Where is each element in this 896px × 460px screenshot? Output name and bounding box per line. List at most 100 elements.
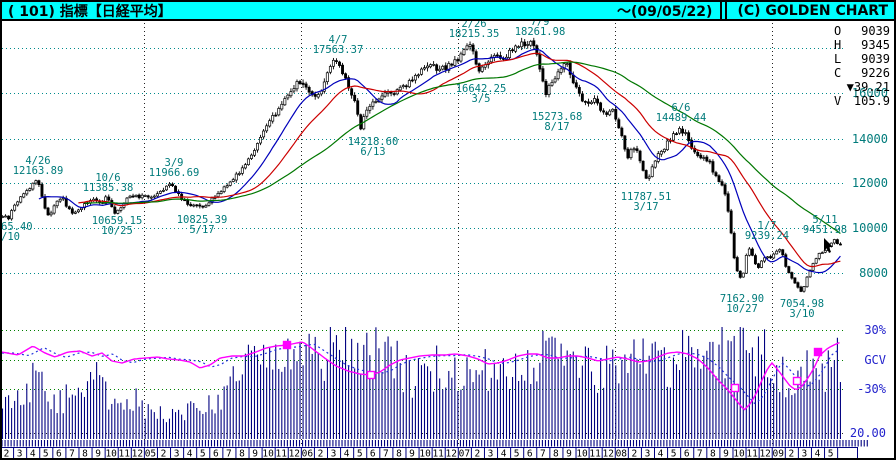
svg-text:8: 8 [396,449,402,460]
legend-low-value: 9039 [861,52,890,66]
ma-26w-red-line [78,52,841,268]
svg-text:12: 12 [759,449,770,460]
svg-text:4/26: 4/26 [25,155,50,167]
legend-change-row: ▼39.21 [834,80,890,94]
svg-text:3/17: 3/17 [633,201,658,213]
svg-text:6/13: 6/13 [360,146,385,158]
svg-text:15273.68: 15273.68 [532,111,583,123]
week-ticks [1,440,868,447]
legend-low-key: L [834,52,842,66]
svg-text:12: 12 [602,449,613,460]
svg-text:10: 10 [105,449,117,460]
volume-bars [1,327,841,439]
legend-low-row: L 9039 [834,52,890,66]
svg-text:/10: /10 [1,231,20,243]
candlestick-series [1,37,842,293]
svg-text:8000: 8000 [859,266,888,280]
svg-text:8: 8 [553,449,559,460]
svg-text:6: 6 [370,449,376,460]
ohlc-legend: O 9039 H 9345 L 9039 C 9226 ▼39.21 V 105.9 [834,24,890,108]
svg-text:9239.24: 9239.24 [745,230,789,242]
gcv-signal-markers [282,340,823,393]
svg-text:30%: 30% [864,323,886,337]
svg-text:8: 8 [82,449,88,460]
svg-text:12: 12 [289,449,300,460]
svg-text:7: 7 [226,449,232,460]
svg-text:09: 09 [773,449,785,460]
svg-text:65.40: 65.40 [1,221,33,233]
svg-text:5: 5 [357,449,363,460]
svg-text:08: 08 [616,449,628,460]
svg-text:5: 5 [514,449,520,460]
svg-text:8: 8 [710,449,716,460]
svg-text:11: 11 [746,449,758,460]
legend-high-row: H 9345 [834,38,890,52]
svg-text:4: 4 [30,449,36,460]
svg-text:4: 4 [501,449,507,460]
svg-text:3: 3 [174,449,180,460]
month-axis: 2 3 4 5 6 7 8 9 10 11 12 05 2 3 4 5 6 7 8 9 10 11 12 06 2 3 4 5 6 7 8 9… [0,447,858,460]
svg-text:7: 7 [540,449,546,460]
svg-text:9: 9 [252,449,258,460]
svg-text:11: 11 [432,449,444,460]
legend-high-value: 9345 [861,38,890,52]
svg-text:2: 2 [788,449,794,460]
svg-text:10/27: 10/27 [726,303,758,315]
svg-text:10: 10 [576,449,588,460]
svg-text:2/26: 2/26 [461,18,486,30]
date-range-label: ～(09/05/22) [616,3,713,20]
svg-text:7162.90: 7162.90 [720,293,764,305]
svg-text:6: 6 [684,449,690,460]
legend-change-value: ▼39.21 [846,80,890,94]
svg-text:11: 11 [589,449,601,460]
svg-text:4: 4 [815,449,821,460]
svg-text:11787.51: 11787.51 [621,191,672,203]
svg-text:6: 6 [213,449,219,460]
legend-high-key: H [834,38,842,52]
gcv-line [1,341,840,411]
svg-text:10/25: 10/25 [101,225,133,237]
svg-text:12: 12 [446,449,457,460]
svg-text:3/5: 3/5 [472,93,491,105]
svg-text:05: 05 [145,449,156,460]
legend-open-key: O [834,24,842,38]
svg-text:14489.44: 14489.44 [656,112,707,124]
svg-text:3: 3 [17,449,23,460]
legend-close-key: C [834,66,842,80]
svg-text:5: 5 [200,449,206,460]
legend-volume-row: V 105.9 [834,94,890,108]
page-title: ( 101) 指標【日経平均】 [8,3,172,20]
svg-text:2: 2 [632,449,638,460]
legend-open-row: O 9039 [834,24,890,38]
svg-text:6: 6 [56,449,62,460]
svg-text:2: 2 [318,449,324,460]
svg-text:18215.35: 18215.35 [449,28,500,40]
legend-close-row: C 9226 [834,66,890,80]
svg-text:9: 9 [566,449,572,460]
gcv-signal-line [2,343,840,405]
svg-text:4: 4 [344,449,350,460]
svg-text:GCV: GCV [864,353,886,367]
svg-text:5: 5 [828,449,834,460]
svg-text:9: 9 [723,449,729,460]
svg-text:17563.37: 17563.37 [313,44,364,56]
svg-text:9: 9 [409,449,415,460]
svg-text:20.00: 20.00 [850,426,886,440]
svg-text:5/11: 5/11 [812,214,837,226]
svg-text:12163.89: 12163.89 [13,165,64,177]
svg-text:4: 4 [187,449,193,460]
svg-text:10000: 10000 [852,221,888,235]
title-bar: ( 101) 指標【日経平均】 ～(09/05/22) (C) GOLDEN C… [2,2,894,21]
svg-text:2: 2 [161,449,167,460]
svg-text:18261.98: 18261.98 [515,26,566,38]
svg-text:3/9: 3/9 [165,157,184,169]
svg-text:06: 06 [302,449,314,460]
header-divider [720,2,728,19]
ma-52w-green-line [84,61,841,234]
svg-text:11385.38: 11385.38 [83,182,134,194]
svg-text:6/6: 6/6 [672,102,691,114]
svg-text:16642.25: 16642.25 [456,83,507,95]
